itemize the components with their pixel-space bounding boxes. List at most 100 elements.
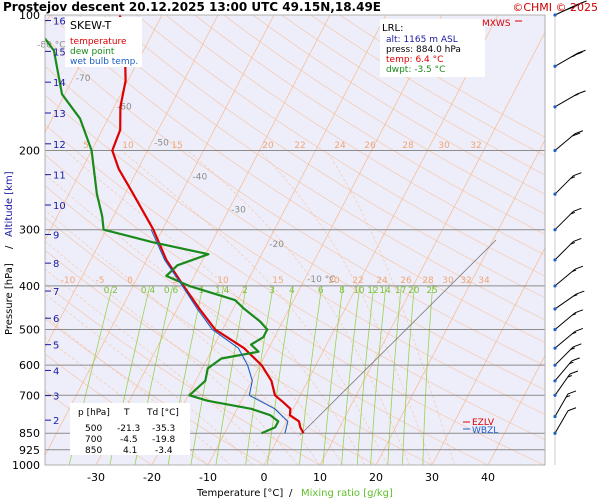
wind-barb (553, 265, 584, 288)
legend-box (65, 17, 142, 67)
pressure-tick-label: 600 (19, 359, 40, 372)
mixing-ratio-label: 1.4 (215, 286, 230, 296)
dry-adiabat (45, 154, 545, 465)
table-cell: -21.3 (117, 424, 140, 434)
altitude-tick-label: 8 (53, 259, 59, 270)
dry-adiabat (252, 15, 545, 195)
dry-adiabat (45, 217, 433, 465)
moist-adiabat-label: 15 (272, 276, 283, 286)
table-header-t: T (123, 408, 130, 418)
dry-adiabat (165, 15, 545, 256)
moist-adiabat-label: 26 (364, 141, 376, 151)
pressure-tick-label: 700 (19, 389, 40, 402)
pressure-tick-label: 850 (19, 427, 40, 440)
isotherm (319, 31, 545, 465)
moist-adiabat-label: 22 (294, 141, 305, 151)
dry-adiabat (45, 124, 545, 440)
wind-barb (553, 90, 586, 109)
dry-adiabat (310, 15, 545, 157)
parcel-path (299, 239, 497, 436)
mixing-ratio-label: 0.6 (164, 286, 179, 296)
mixing-ratio-line (245, 285, 274, 465)
x-axis-title-separator: / (289, 488, 293, 499)
moist-adiabat-label: 28 (422, 276, 434, 286)
mixing-ratio-label: 8 (339, 286, 345, 296)
mixing-ratio-label: 14 (379, 286, 391, 296)
mixing-ratio-label: 12 (367, 286, 378, 296)
table-cell: 850 (85, 446, 102, 456)
moist-adiabat (187, 150, 410, 465)
moist-adiabat-label: 24 (376, 276, 388, 286)
legend-wet-bulb: wet bulb temp. (70, 57, 138, 67)
dry-adiabat (49, 15, 545, 344)
copyright: ©CHMI © 2025 (512, 1, 598, 14)
isotherm (543, 462, 545, 465)
pressure-tick-label: 500 (19, 324, 40, 337)
mixing-ratio-label: 3 (269, 286, 275, 296)
dry-adiabat (136, 15, 545, 277)
altitude-tick-label: 7 (53, 287, 59, 298)
isotherm-label: -20 (269, 240, 284, 250)
dry-adiabat (45, 353, 209, 465)
wind-barb (553, 327, 584, 350)
wind-barb (553, 390, 577, 419)
legend-dew-point: dew point (70, 47, 115, 57)
dry-adiabat (78, 15, 545, 321)
wind-barb (553, 309, 584, 332)
mixing-ratio-line (356, 285, 375, 465)
altitude-tick-label: 14 (53, 78, 66, 89)
altitude-tick-label: 15 (53, 47, 66, 58)
isotherm (431, 246, 545, 465)
series-layer (45, 15, 305, 435)
dew-point-line (45, 36, 280, 435)
mixing-ratio-label: 0.2 (104, 286, 118, 296)
mixing-ratio-line (215, 285, 247, 465)
moist-adiabat-label: 30 (442, 276, 454, 286)
pressure-tick-label: 1000 (12, 459, 40, 472)
dry-adiabat (194, 15, 545, 235)
wind-barb (553, 49, 586, 68)
moist-adiabat (121, 150, 388, 465)
altitude-tick-label: 2 (53, 416, 59, 427)
pressure-tick-label: 925 (19, 444, 40, 457)
isotherm (151, 15, 387, 465)
isotherm-label: -60 (117, 102, 132, 112)
isotherm (95, 15, 331, 465)
legend-temperature: temperature (70, 37, 127, 47)
isotherm-label: -40 (192, 172, 207, 182)
dry-adiabat (223, 15, 545, 215)
isotherm (207, 15, 443, 465)
lrl-dwpt: dwpt: -3.5 °C (386, 65, 445, 75)
temperature-tick-label: 10 (313, 471, 327, 484)
isotherm-label: -10 °C (307, 275, 335, 285)
altitude-tick-label: 12 (53, 140, 66, 151)
isotherm-label: -70 (76, 74, 91, 84)
y-axis-title-separator: / (4, 245, 15, 249)
wbzl-label: WBZL (472, 426, 498, 436)
dry-adiabat (281, 15, 545, 176)
mxws-label: MXWS (482, 19, 511, 29)
dry-adiabat (45, 318, 265, 465)
altitude-tick-label: 4 (53, 366, 59, 377)
isotherm (263, 15, 499, 465)
pressure-tick-label: 300 (19, 224, 40, 237)
lrl-temp: temp: 6.4 °C (386, 55, 443, 65)
mixing-ratio-label: 4 (289, 286, 295, 296)
y-axis-title-pressure: Pressure [hPa] (4, 263, 15, 335)
table-header-p: p [hPa] (78, 408, 110, 418)
wind-barb (553, 357, 580, 383)
mixing-ratio-line (341, 285, 361, 465)
wind-barb (553, 343, 582, 367)
mixing-ratio-line (299, 285, 323, 465)
isotherm (45, 15, 219, 349)
pressure-tick-label: 400 (19, 280, 40, 293)
mixing-ratio-label: 17 (395, 286, 406, 296)
moist-adiabat (45, 293, 254, 465)
lrl-alt: alt: 1165 m ASL (386, 35, 458, 45)
table-cell: -4.5 (120, 435, 138, 445)
altitude-tick-label: 3 (53, 392, 59, 403)
altitude-tick-label: 13 (53, 109, 66, 120)
wet-bulb-temp-line (150, 229, 289, 434)
temperature-tick-label: -30 (87, 471, 105, 484)
